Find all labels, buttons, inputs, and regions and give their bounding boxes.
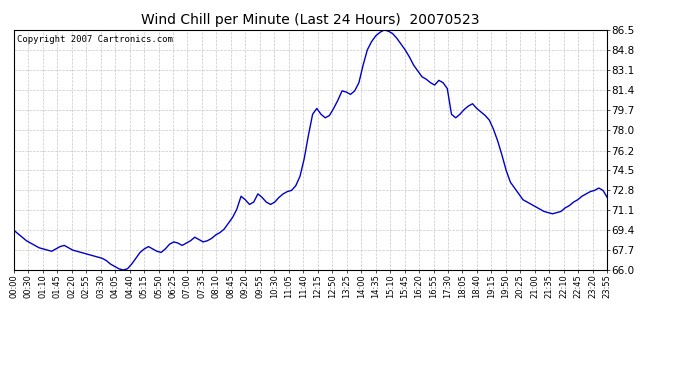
Title: Wind Chill per Minute (Last 24 Hours)  20070523: Wind Chill per Minute (Last 24 Hours) 20…	[141, 13, 480, 27]
Text: Copyright 2007 Cartronics.com: Copyright 2007 Cartronics.com	[17, 35, 172, 44]
